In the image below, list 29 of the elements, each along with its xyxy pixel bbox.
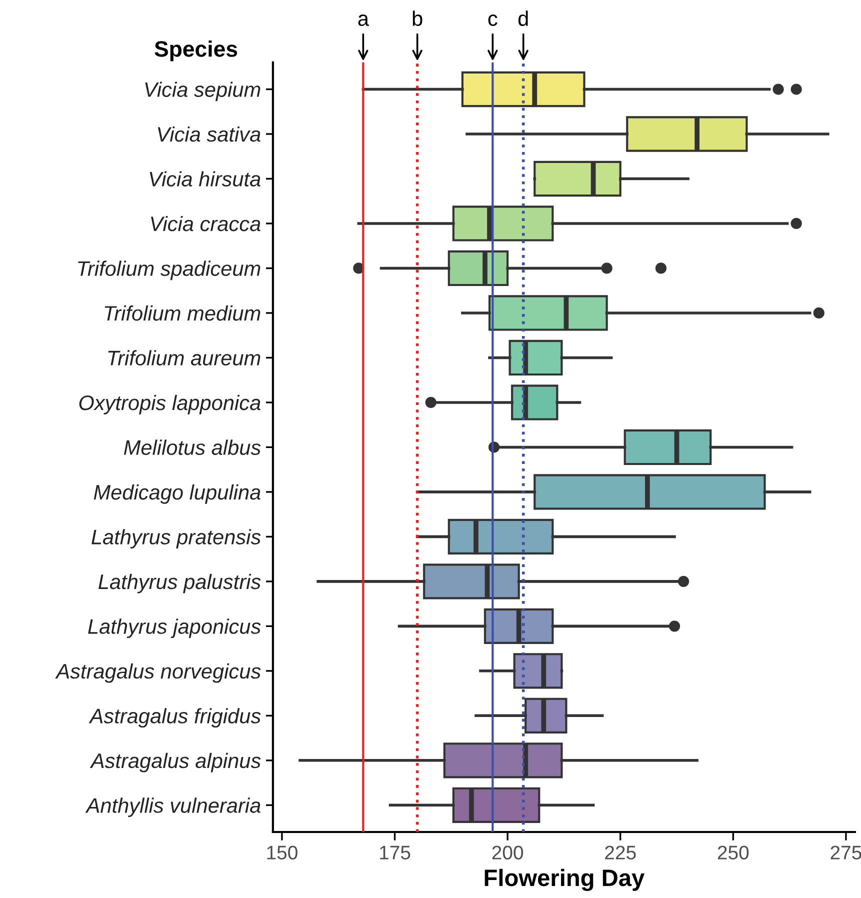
x-tick-label: 225 <box>605 846 636 860</box>
y-tick-label: Astragalus norvegicus <box>55 663 261 683</box>
y-tick-label: Trifolium aureum <box>108 350 260 366</box>
y-tick-label: Astragalus alpinus <box>90 752 261 772</box>
y-tick-label: Melilotus albus <box>124 440 261 455</box>
x-axis-title: Flowering Day <box>484 868 645 891</box>
x-tick-label: 175 <box>380 846 410 860</box>
y-tick-label: Medicago lupulina <box>94 484 260 504</box>
y-tick-label: Lathyrus palustris <box>98 574 261 594</box>
y-tick-label: Vicia sativa <box>158 126 260 142</box>
y-tick-label: Lathyrus japonicus <box>88 618 261 638</box>
y-axis-title: Species <box>154 40 238 62</box>
y-tick-label: Vicia hirsuta <box>150 171 260 186</box>
ref-line-label: b <box>412 10 422 26</box>
x-tick-label: 250 <box>718 846 749 860</box>
y-tick-label: Anthyllis vulneraria <box>85 798 260 818</box>
y-tick-label: Trifolium spadiceum <box>78 260 260 280</box>
x-tick-label: 150 <box>267 846 298 860</box>
y-tick-label: Lathyrus pratensis <box>92 529 261 549</box>
y-tick-label: Trifolium medium <box>104 305 260 321</box>
ref-line-label: a <box>358 14 369 26</box>
y-tick-label: Oxytropis lapponica <box>79 394 260 414</box>
x-tick-label: 275 <box>830 846 861 860</box>
y-tick-label: Vicia cracca <box>150 216 260 232</box>
ref-line-label: c <box>488 14 498 26</box>
y-tick-label: Vicia sepium <box>145 82 260 102</box>
y-tick-label: Astragalus frigidus <box>88 708 261 728</box>
x-tick-label: 200 <box>492 846 524 860</box>
ref-line-label: d <box>518 10 528 26</box>
